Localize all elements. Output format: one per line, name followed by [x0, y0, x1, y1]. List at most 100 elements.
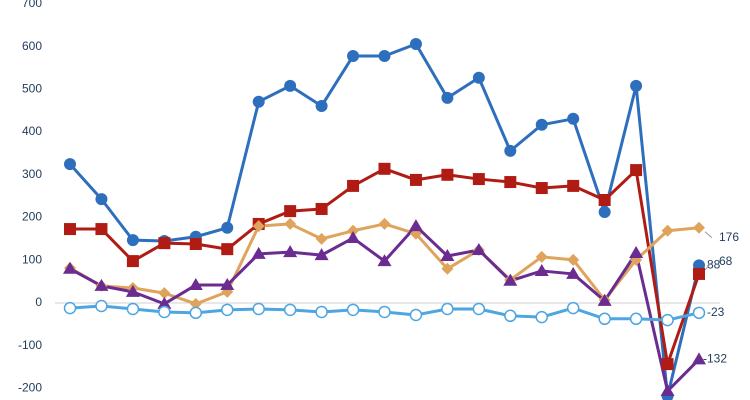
marker	[441, 262, 454, 275]
marker	[347, 179, 360, 192]
y-tick-label: 200	[22, 210, 42, 224]
marker	[441, 302, 454, 316]
marker	[472, 302, 486, 316]
data-label: -23	[707, 305, 725, 319]
marker	[598, 312, 611, 326]
marker	[472, 71, 485, 84]
y-tick-label: 100	[22, 252, 42, 266]
marker	[566, 301, 580, 315]
marker	[158, 237, 171, 250]
marker	[566, 266, 581, 279]
marker	[535, 182, 548, 195]
marker	[283, 303, 297, 317]
marker	[693, 267, 705, 280]
y-tick-label: 600	[22, 39, 42, 53]
marker	[126, 255, 139, 268]
y-tick-label: 300	[22, 167, 42, 181]
marker	[597, 293, 612, 306]
y-tick-label: 400	[22, 124, 42, 138]
marker	[63, 301, 77, 315]
marker	[503, 273, 518, 286]
marker	[347, 49, 360, 62]
marker	[378, 162, 391, 175]
marker	[64, 158, 76, 171]
marker	[284, 79, 297, 92]
marker	[629, 312, 643, 326]
marker	[221, 303, 234, 317]
marker	[284, 205, 297, 218]
marker	[504, 309, 517, 323]
marker	[598, 205, 611, 218]
marker	[409, 173, 422, 186]
marker	[535, 250, 548, 263]
marker	[346, 231, 361, 244]
marker	[126, 234, 139, 247]
marker	[409, 38, 422, 51]
marker	[693, 221, 705, 234]
marker	[661, 358, 674, 371]
marker	[189, 238, 202, 251]
marker	[441, 91, 454, 104]
marker	[567, 253, 580, 266]
marker	[221, 221, 234, 234]
marker	[315, 305, 328, 319]
marker	[95, 223, 108, 236]
marker	[441, 168, 454, 181]
marker	[315, 202, 328, 215]
marker	[377, 254, 392, 267]
marker	[126, 302, 140, 316]
data-label: -132	[703, 352, 727, 366]
marker	[504, 176, 517, 189]
marker	[567, 112, 580, 125]
marker	[535, 118, 548, 131]
marker	[252, 95, 265, 108]
leader-line	[704, 231, 713, 239]
marker	[347, 224, 360, 237]
marker	[252, 220, 265, 233]
marker	[472, 173, 485, 186]
marker	[534, 263, 549, 276]
marker	[314, 248, 329, 261]
marker	[440, 248, 455, 261]
marker	[567, 179, 580, 192]
marker	[598, 194, 611, 206]
y-tick-label: -200	[18, 381, 42, 395]
marker	[408, 219, 423, 232]
marker	[64, 223, 76, 236]
marker	[283, 245, 298, 258]
marker	[189, 297, 202, 310]
data-label: 88	[707, 258, 721, 272]
marker	[692, 352, 706, 365]
marker	[125, 284, 140, 297]
marker	[188, 278, 203, 291]
y-tick-label: 700	[22, 0, 42, 10]
marker	[220, 278, 235, 291]
marker	[221, 243, 234, 256]
marker	[158, 287, 171, 300]
marker	[630, 164, 643, 177]
marker	[315, 232, 328, 245]
marker	[660, 384, 675, 397]
marker	[535, 310, 548, 324]
marker	[378, 49, 391, 62]
marker	[315, 99, 328, 112]
marker	[252, 302, 265, 316]
marker	[346, 303, 360, 317]
marker	[409, 308, 423, 322]
marker	[378, 217, 391, 230]
marker	[504, 144, 517, 157]
marker	[251, 246, 266, 259]
marker	[157, 296, 172, 309]
marker	[158, 305, 171, 319]
marker	[378, 305, 391, 319]
marker	[471, 243, 486, 255]
y-tick-label: 500	[22, 81, 42, 95]
y-tick-label: 0	[35, 295, 42, 309]
marker	[189, 306, 203, 320]
marker	[95, 299, 108, 313]
data-label: 68	[719, 254, 733, 268]
marker	[661, 313, 674, 327]
marker	[94, 278, 109, 291]
marker	[284, 217, 297, 230]
